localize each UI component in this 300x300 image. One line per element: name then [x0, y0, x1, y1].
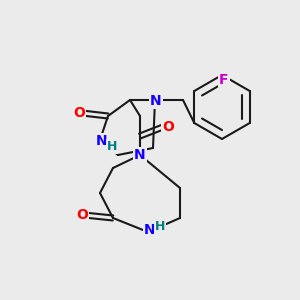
Text: H: H: [155, 220, 165, 232]
Text: O: O: [76, 208, 88, 222]
Text: F: F: [219, 73, 229, 87]
Text: N: N: [134, 148, 146, 162]
Text: O: O: [73, 106, 85, 120]
Text: N: N: [96, 134, 108, 148]
Text: H: H: [107, 140, 117, 152]
Text: N: N: [144, 223, 156, 237]
Text: N: N: [150, 94, 162, 108]
Text: O: O: [162, 120, 174, 134]
